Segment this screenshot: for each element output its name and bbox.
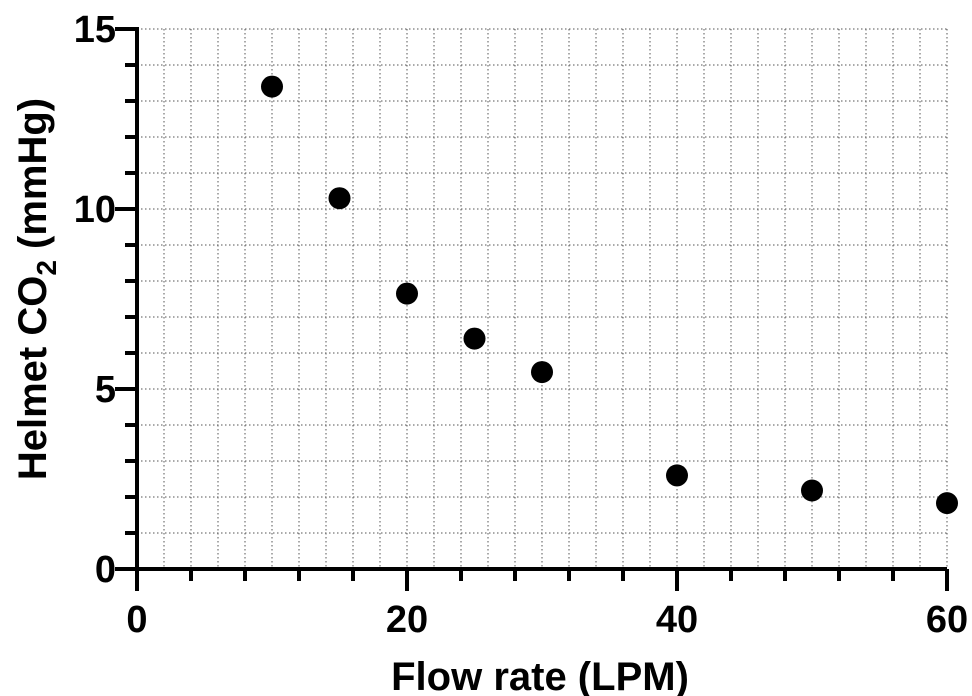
y-tick-label: 10 (74, 189, 116, 231)
data-point (666, 464, 688, 487)
y-axis-title-main: Helmet CO (11, 276, 55, 481)
data-point (801, 479, 823, 502)
data-point (396, 282, 418, 305)
data-point (531, 361, 553, 384)
y-axis-title: Helmet CO2 (mmHg) (11, 98, 62, 480)
grid (137, 28, 948, 569)
tick-labels: 0 20 40 60 0 5 10 15 (74, 9, 968, 641)
x-tick-label: 60 (926, 599, 968, 641)
x-tick-label: 40 (656, 599, 698, 641)
y-axis-title-unit: (mmHg) (11, 98, 55, 260)
y-tick-label: 15 (74, 9, 116, 51)
axes (135, 27, 947, 571)
y-tick-label: 5 (95, 369, 116, 411)
y-axis-title-subscript: 2 (31, 260, 62, 276)
data-point (328, 187, 351, 210)
x-tick-label: 20 (386, 599, 428, 641)
data-point (261, 75, 283, 98)
y-tick-label: 0 (95, 549, 116, 591)
data-point (936, 492, 958, 515)
ticks (115, 27, 949, 591)
x-tick-label: 0 (126, 599, 147, 641)
data-points (261, 75, 958, 515)
data-point (463, 327, 486, 350)
x-axis-title: Flow rate (LPM) (391, 655, 689, 696)
